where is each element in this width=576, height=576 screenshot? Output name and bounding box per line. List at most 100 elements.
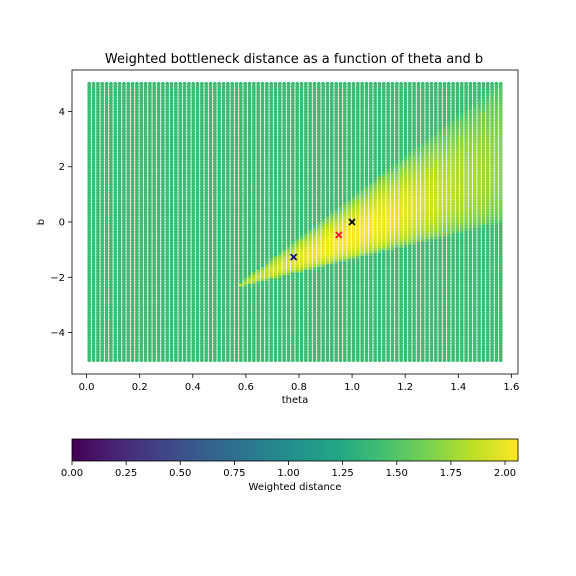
- scatter-point: [100, 271, 105, 276]
- scatter-point: [199, 81, 204, 86]
- scatter-point: [100, 335, 105, 340]
- scatter-point: [87, 321, 92, 326]
- scatter-point: [96, 121, 100, 125]
- scatter-point: [91, 151, 96, 156]
- scatter-point: [96, 176, 100, 181]
- scatter-point: [96, 333, 100, 337]
- scatter-point: [96, 288, 100, 293]
- scatter-point: [91, 316, 96, 321]
- scatter-point: [113, 308, 118, 312]
- scatter-point: [104, 268, 109, 273]
- scatter-point: [109, 81, 113, 86]
- scatter-point: [113, 143, 118, 148]
- scatter-point: [87, 140, 92, 145]
- scatter-point: [100, 243, 105, 248]
- scatter-point: [100, 171, 105, 176]
- scatter-point: [113, 182, 118, 187]
- scatter-point: [87, 285, 92, 290]
- scatter-point: [96, 157, 100, 162]
- scatter-point: [87, 201, 92, 206]
- scatter-point: [104, 168, 109, 173]
- scatter-point: [100, 176, 105, 181]
- scatter-point: [109, 123, 113, 128]
- scatter-point: [100, 121, 105, 125]
- scatter-point: [256, 81, 261, 86]
- scatter-point: [96, 302, 100, 307]
- scatter-point: [87, 190, 92, 195]
- scatter-point: [87, 148, 92, 153]
- scatter-point: [96, 160, 100, 164]
- scatter-point: [109, 330, 113, 335]
- scatter-point: [104, 199, 109, 203]
- scatter-point: [109, 104, 113, 109]
- scatter-point: [87, 93, 92, 97]
- scatter-point: [91, 271, 96, 276]
- scatter-point: [113, 274, 118, 279]
- scatter-point: [87, 126, 92, 131]
- scatter-point: [96, 98, 100, 103]
- scatter-point: [113, 252, 118, 256]
- scatter-point: [173, 81, 178, 86]
- scatter-point: [109, 185, 113, 190]
- scatter-point: [91, 101, 96, 106]
- scatter-point: [104, 224, 109, 229]
- scatter-point: [113, 232, 118, 237]
- scatter-point: [109, 324, 113, 329]
- scatter-point: [87, 84, 92, 89]
- scatter-point: [87, 132, 92, 136]
- scatter-point: [109, 148, 113, 153]
- scatter-point: [91, 327, 96, 332]
- scatter-point: [109, 224, 113, 229]
- scatter-point: [91, 232, 96, 237]
- scatter-point: [91, 266, 96, 270]
- scatter-point: [100, 123, 105, 128]
- scatter-point: [109, 308, 113, 312]
- scatter-point: [109, 118, 113, 123]
- scatter-point: [96, 107, 100, 111]
- scatter-point: [104, 210, 109, 215]
- scatter-point: [96, 215, 100, 220]
- scatter-point: [104, 235, 109, 240]
- scatter-point: [109, 243, 113, 248]
- scatter-point: [104, 347, 109, 351]
- scatter-point: [100, 196, 105, 201]
- scatter-point: [96, 257, 100, 262]
- scatter-point: [91, 241, 96, 245]
- scatter-point: [139, 81, 144, 86]
- scatter-point: [96, 201, 100, 206]
- scatter-point: [113, 185, 118, 190]
- scatter-point: [109, 129, 113, 134]
- scatter-point: [113, 338, 118, 343]
- scatter-point: [87, 90, 92, 95]
- scatter-point: [100, 313, 105, 318]
- scatter-point: [104, 321, 109, 326]
- scatter-point: [113, 299, 118, 304]
- scatter-point: [91, 98, 96, 103]
- scatter-point: [113, 327, 118, 332]
- scatter-point: [96, 344, 100, 349]
- scatter-point: [96, 134, 100, 139]
- scatter-point: [100, 81, 105, 86]
- scatter-point: [104, 176, 109, 181]
- scatter-point: [104, 335, 109, 340]
- scatter-point: [87, 146, 92, 150]
- scatter-point: [87, 288, 92, 293]
- scatter-point: [109, 109, 113, 114]
- scatter-point: [87, 229, 92, 234]
- scatter-point: [91, 215, 96, 220]
- scatter-point: [104, 215, 109, 220]
- scatter-point: [113, 254, 118, 259]
- scatter-point: [100, 252, 105, 256]
- scatter-point: [87, 218, 92, 223]
- scatter-point: [96, 171, 100, 176]
- scatter-point: [109, 227, 113, 231]
- scatter-point: [96, 280, 100, 284]
- scatter-point: [109, 355, 113, 360]
- scatter-point: [109, 316, 113, 321]
- scatter-point: [96, 338, 100, 343]
- scatter-point: [100, 101, 105, 106]
- scatter-point: [100, 277, 105, 282]
- scatter-point: [109, 196, 113, 201]
- scatter-point: [104, 134, 109, 139]
- scatter-point: [100, 201, 105, 206]
